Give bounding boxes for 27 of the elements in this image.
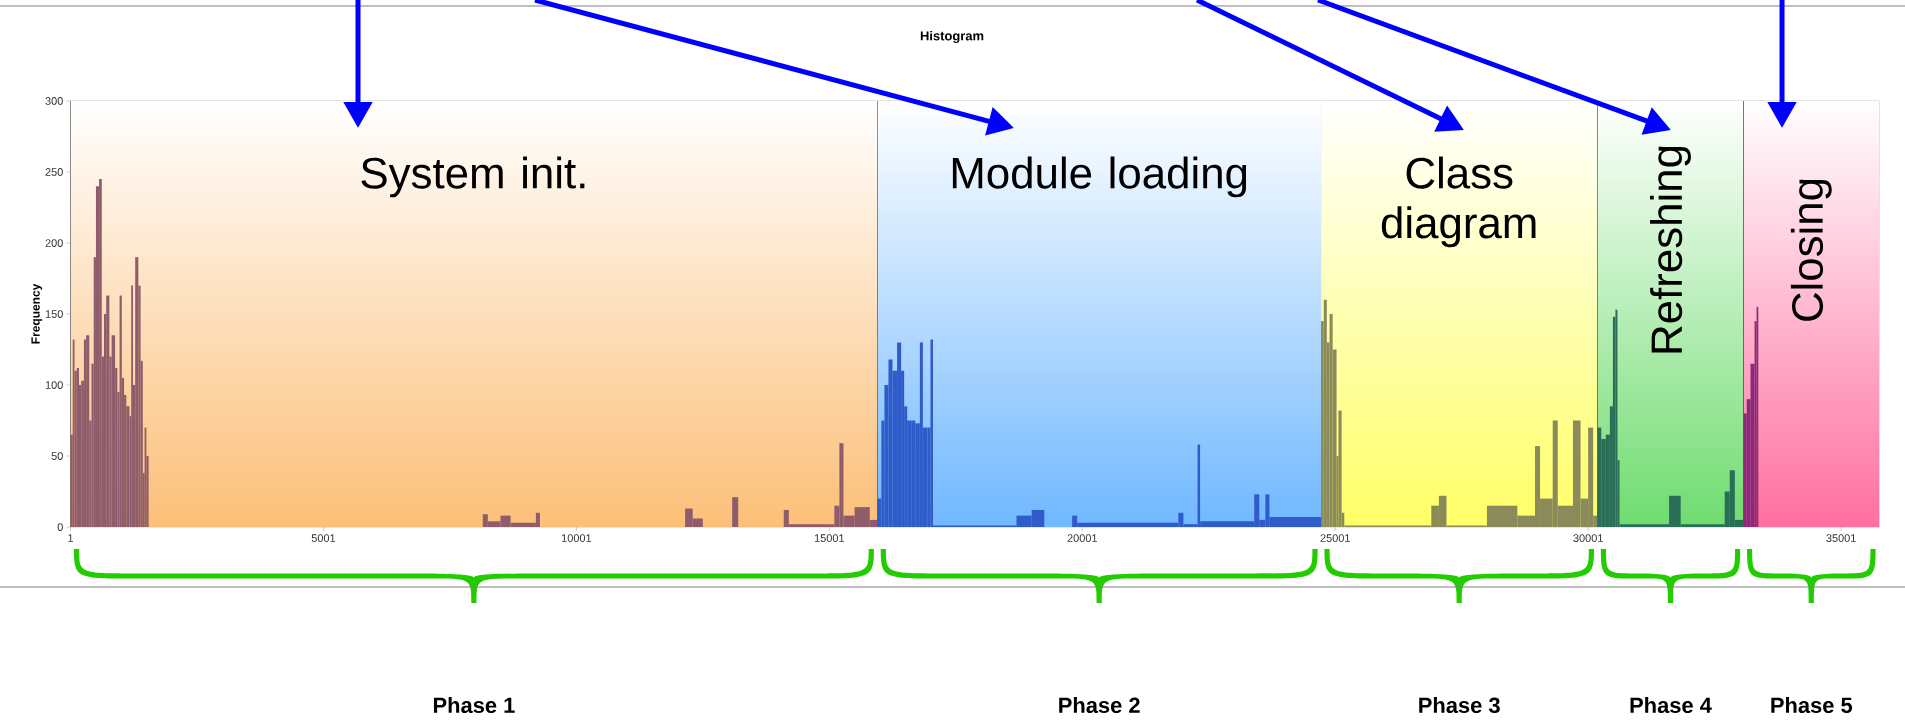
text: Phase 4 (1630, 696, 1712, 714)
x-tick-label: 1 (68, 534, 74, 542)
y-tick-label: 300 (45, 97, 63, 105)
x-tick-label: 10001 (561, 534, 592, 542)
x-tick-label: 35001 (1826, 534, 1856, 542)
x-tick-label: 30001 (1573, 534, 1603, 542)
x-tick-label: 15001 (814, 534, 845, 542)
band-label: Closing (1790, 179, 1832, 321)
x-tick-label: 25001 (1320, 534, 1350, 542)
x-tick-label: 5001 (311, 534, 336, 542)
band-label: Refreshing (1650, 146, 1691, 353)
y-tick-label: 150 (45, 310, 63, 318)
y-tick-label: 50 (51, 452, 63, 460)
chart-title: Histogram (920, 30, 984, 44)
text: Phase 5 (1771, 696, 1853, 714)
y-axis-title: Frequency (31, 283, 43, 344)
y-tick-label: 100 (45, 381, 63, 389)
text: Phase 3 (1419, 696, 1500, 714)
y-tick-label: 250 (45, 168, 63, 176)
band-label: System init. (361, 156, 585, 198)
y-tick-label: 200 (45, 239, 63, 247)
x-tick-label: 20001 (1067, 534, 1097, 542)
y-tick-label: 0 (57, 523, 63, 531)
text: Phase 1 (433, 696, 515, 714)
text: Phase 2 (1059, 696, 1140, 714)
band-label: Module loading (952, 156, 1247, 198)
band-label: Class diagram (1381, 156, 1536, 248)
